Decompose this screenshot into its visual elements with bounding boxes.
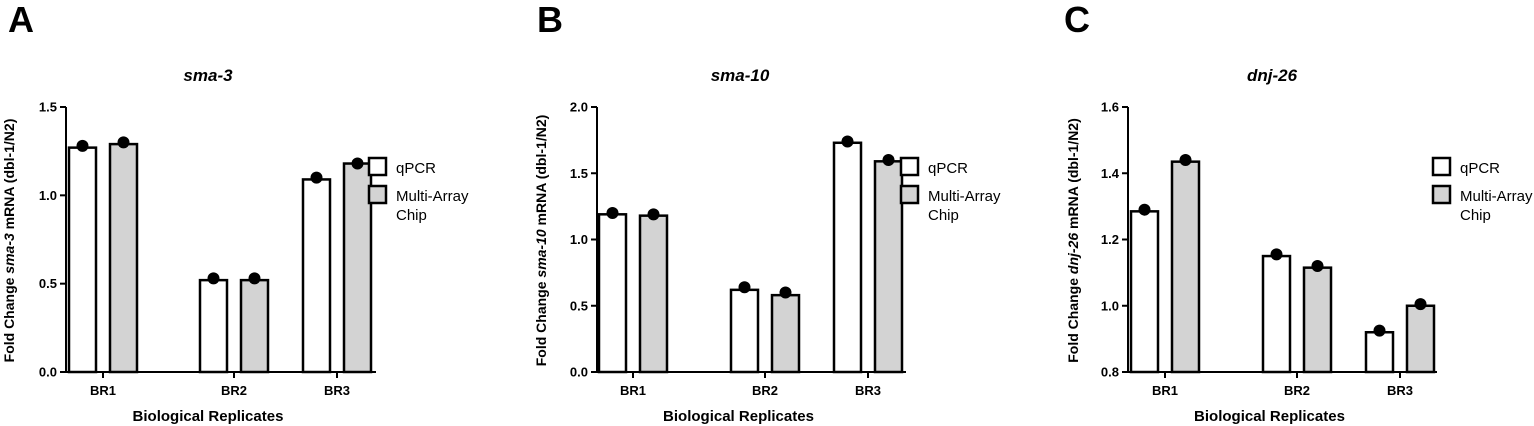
bar-chip-br1 [1170, 160, 1201, 374]
point-qpcr-br1 [1138, 203, 1151, 216]
x-tick-label: BR2 [1284, 383, 1310, 398]
point-chip-br3 [882, 154, 895, 166]
point-qpcr-br3 [310, 171, 323, 184]
point-qpcr-br2 [207, 272, 220, 285]
point-chip-br1 [647, 208, 660, 221]
legend-swatch-qpcr [899, 156, 920, 177]
point-qpcr-br2 [738, 281, 751, 294]
y-tick-label: 1.0 [1101, 298, 1119, 313]
y-tick-label: 1.0 [570, 232, 588, 247]
bar-qpcr-br3 [301, 178, 332, 374]
point-chip-br2 [1311, 260, 1324, 272]
bar-chip-br1 [108, 142, 139, 374]
legend: qPCR Multi-Array Chip [899, 156, 1001, 224]
legend-swatch-chip [367, 184, 388, 205]
legend-label-qpcr: qPCR [928, 160, 968, 177]
legend-swatch-chip [899, 184, 920, 205]
chart-title: sma-3 [183, 66, 233, 85]
bar-chip-br3 [342, 162, 373, 374]
point-qpcr-br3 [1373, 324, 1386, 337]
panel-letter: C [1064, 0, 1090, 40]
legend-swatch-qpcr [367, 156, 388, 177]
y-tick-label: 1.4 [1101, 166, 1120, 181]
point-chip-br3 [351, 157, 364, 170]
y-tick-label: 1.6 [1101, 100, 1119, 115]
x-tick-label: BR2 [752, 383, 778, 398]
bar-chip-br1 [638, 214, 669, 374]
legend-swatch-chip [1431, 184, 1452, 205]
bar-qpcr-br1 [597, 213, 628, 374]
chart-title: dnj-26 [1247, 66, 1298, 85]
point-qpcr-br3 [841, 135, 854, 148]
x-tick-label: BR3 [1387, 383, 1413, 398]
legend-label-qpcr: qPCR [1460, 160, 1500, 177]
bar-chip-br2 [770, 293, 801, 374]
y-tick-label: 0.5 [39, 276, 57, 291]
x-tick-label: BR3 [855, 383, 881, 398]
x-tick-label: BR3 [324, 383, 350, 398]
point-chip-br2 [248, 272, 261, 285]
bar-qpcr-br1 [1129, 210, 1160, 374]
x-tick-label: BR2 [221, 383, 247, 398]
bar-qpcr-br2 [198, 278, 229, 374]
bar-qpcr-br2 [1261, 254, 1292, 374]
point-qpcr-br1 [606, 207, 619, 219]
legend-label-chip: Multi-Array Chip [928, 188, 1001, 224]
y-axis-label: Fold Change sma-3 mRNA (dbl-1/N2) [1, 119, 17, 363]
panel-letter: A [8, 0, 34, 40]
point-chip-br1 [1179, 154, 1192, 166]
bar-qpcr-br1 [67, 146, 98, 374]
bar-qpcr-br3 [1364, 331, 1395, 374]
x-tick-label: BR1 [90, 383, 116, 398]
point-qpcr-br1 [76, 139, 89, 152]
point-qpcr-br2 [1270, 248, 1283, 261]
y-tick-label: 0.5 [570, 298, 588, 313]
y-tick-label: 1.5 [570, 166, 588, 181]
point-chip-br1 [117, 136, 130, 149]
legend-label-chip: Multi-Array Chip [396, 188, 469, 224]
y-tick-label: 1.0 [39, 188, 57, 203]
y-tick-label: 2.0 [570, 100, 588, 115]
x-tick-label: BR1 [1152, 383, 1178, 398]
y-axis-label: Fold Change dnj-26 mRNA (dbl-1/N2) [1065, 118, 1081, 363]
bar-qpcr-br3 [832, 141, 863, 374]
bar-chip-br3 [1405, 304, 1436, 374]
legend: qPCR Multi-Array Chip [367, 156, 469, 224]
bar-chip-br2 [239, 278, 270, 374]
y-axis-label: Fold Change sma-10 mRNA (dbl-1/N2) [533, 115, 549, 367]
y-tick-label: 0.0 [570, 365, 588, 380]
point-chip-br3 [1414, 298, 1427, 311]
x-axis-label: Biological Replicates [1194, 408, 1345, 425]
bar-qpcr-br2 [729, 288, 760, 374]
y-tick-label: 1.5 [39, 100, 57, 115]
y-tick-label: 0.0 [39, 365, 57, 380]
y-tick-label: 0.8 [1101, 365, 1119, 380]
panel-letter: B [537, 0, 563, 40]
bar-chip-br2 [1302, 266, 1333, 374]
x-tick-label: BR1 [620, 383, 646, 398]
bar-chip-br3 [873, 160, 904, 374]
point-chip-br2 [779, 286, 792, 299]
y-tick-label: 1.2 [1101, 232, 1119, 247]
x-axis-label: Biological Replicates [663, 408, 814, 425]
legend-label-chip: Multi-Array Chip [1460, 188, 1533, 224]
legend-label-qpcr: qPCR [396, 160, 436, 177]
x-axis-label: Biological Replicates [133, 408, 284, 425]
chart-title: sma-10 [711, 66, 770, 85]
legend-swatch-qpcr [1431, 156, 1452, 177]
legend: qPCR Multi-Array Chip [1431, 156, 1533, 224]
